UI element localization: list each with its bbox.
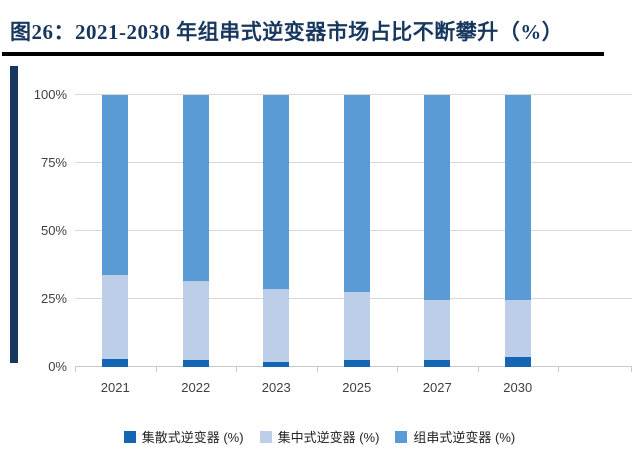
figure-title: 图26：2021-2030 年组串式逆变器市场占比不断攀升（%） — [10, 20, 564, 44]
legend-swatch — [259, 430, 272, 443]
legend-swatch — [123, 430, 136, 443]
y-tick-label: 50% — [40, 223, 67, 238]
bar-segment-2030 — [504, 300, 531, 358]
bar-segment-2023 — [263, 289, 290, 362]
y-tick-label: 25% — [40, 291, 67, 306]
stacked-bar-chart: 0% 25% 50% 75% 100% 2021 2022 2023 2025 2027 2030 — [34, 88, 632, 395]
x-tick-label: 2021 — [100, 380, 130, 395]
x-tick-label: 2025 — [342, 380, 372, 395]
y-tick-label: 0% — [48, 359, 67, 374]
bar-segment-2025 — [343, 360, 370, 367]
legend-label: 集散式逆变器 (%) — [141, 430, 244, 445]
bar-segment-2021 — [102, 358, 129, 367]
bar-segment-2021 — [102, 274, 129, 359]
legend-item: 集中式逆变器 (%) — [259, 427, 380, 446]
axis-tick — [316, 367, 318, 372]
chart-legend: 集散式逆变器 (%) 集中式逆变器 (%) 组串式逆变器 (%) — [0, 427, 639, 446]
left-accent-bar — [10, 66, 18, 363]
axis-tick — [558, 367, 559, 372]
legend-label: 集中式逆变器 (%) — [277, 430, 380, 445]
legend-item: 组串式逆变器 (%) — [395, 427, 515, 446]
title-rule — [2, 52, 604, 56]
axis-tick — [236, 367, 237, 372]
legend-label: 组串式逆变器 (%) — [413, 430, 516, 445]
axis-tick — [397, 367, 398, 372]
axis-tick — [631, 367, 632, 372]
bar-segment-2022 — [182, 360, 209, 367]
bar-segment-2023 — [263, 361, 290, 367]
axis-tick — [477, 367, 479, 372]
y-tick-label: 100% — [33, 87, 67, 102]
axis-tick — [75, 367, 76, 372]
bar-segment-2022 — [182, 95, 209, 282]
bar-segment-2021 — [102, 95, 129, 275]
bar-segment-2030 — [504, 95, 531, 301]
legend-swatch — [395, 430, 408, 443]
bar-segment-2027 — [424, 95, 451, 301]
x-tick-label: 2022 — [181, 380, 211, 395]
legend-item: 集散式逆变器 (%) — [123, 427, 244, 446]
x-tick-label: 2027 — [422, 380, 452, 395]
gridline — [75, 94, 632, 95]
y-tick-label: 75% — [40, 155, 67, 170]
axis-tick — [155, 367, 157, 372]
bar-segment-2027 — [424, 360, 451, 367]
bar-segment-2025 — [343, 95, 370, 293]
x-tick-label: 2023 — [261, 380, 291, 395]
bar-segment-2025 — [343, 292, 370, 361]
bar-segment-2027 — [424, 300, 451, 361]
bar-segment-2023 — [263, 95, 290, 290]
bar-segment-2030 — [504, 357, 531, 367]
x-tick-label: 2030 — [503, 380, 533, 395]
bar-segment-2022 — [182, 281, 209, 361]
